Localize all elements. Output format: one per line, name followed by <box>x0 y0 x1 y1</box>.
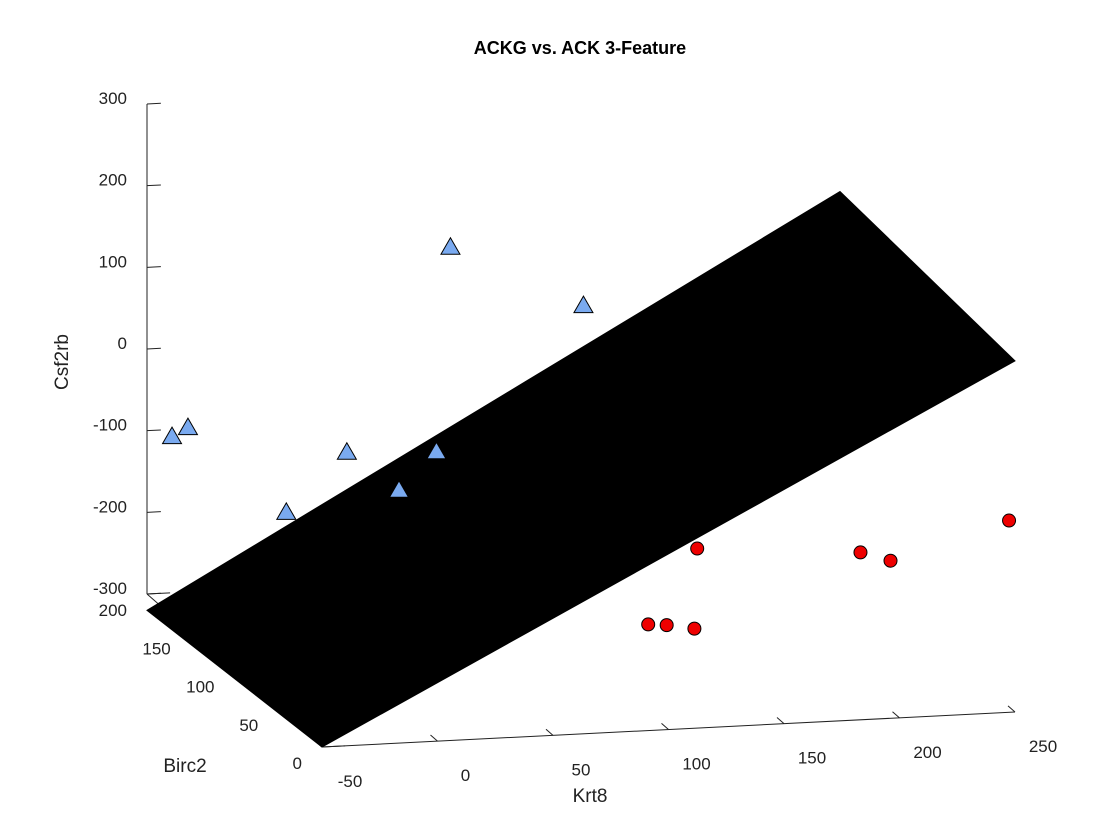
x-tick-label: 150 <box>798 749 826 768</box>
triangle-marker <box>177 417 199 436</box>
x-tick-mark <box>661 723 669 730</box>
circle-marker <box>659 618 674 633</box>
x-tick-mark <box>1007 705 1016 713</box>
x-tick-label: 50 <box>572 760 591 779</box>
circle-marker <box>641 617 656 632</box>
z-axis-label: Csf2rb <box>52 334 73 390</box>
z-tick-mark <box>146 266 161 268</box>
y-tick-label: 150 <box>142 639 170 658</box>
separating-plane <box>146 190 1016 748</box>
triangle-marker <box>388 479 410 498</box>
triangle-marker <box>426 441 447 460</box>
z-tick-label: 300 <box>99 89 127 108</box>
z-tick-label: 100 <box>99 252 127 271</box>
x-tick-label: 0 <box>461 766 470 785</box>
y-tick-label: 100 <box>186 678 214 697</box>
data-marks <box>161 236 1017 636</box>
circle-marker <box>690 541 705 556</box>
z-tick-label: -300 <box>93 579 127 598</box>
x-tick-label: 250 <box>1029 737 1057 756</box>
triangle-marker <box>440 236 461 255</box>
triangle-marker <box>336 441 358 460</box>
axes: -50 0 50 100 150 200 250 0 50 100 150 200 -300 -200 -1… <box>93 89 1057 791</box>
z-tick-mark <box>146 592 161 595</box>
circle-marker <box>687 621 702 636</box>
x-tick-mark <box>776 717 785 725</box>
z-tick-mark <box>146 184 161 187</box>
z-tick-label: 0 <box>118 334 127 353</box>
chart-title: ACKG vs. ACK 3-Feature <box>474 38 686 58</box>
x-tick-mark <box>892 711 900 719</box>
y-tick-label: 200 <box>99 601 127 620</box>
circle-marker <box>883 553 898 568</box>
circle-marker <box>853 545 868 560</box>
triangle-marker <box>573 295 594 314</box>
triangle-marker <box>161 426 183 445</box>
y-tick-label: 50 <box>239 716 258 735</box>
z-tick-mark <box>146 511 161 513</box>
z-tick-mark <box>146 347 161 350</box>
z-tick-mark <box>146 429 161 432</box>
x-tick-mark <box>545 728 554 736</box>
y-axis-label: Birc2 <box>163 756 206 777</box>
triangle-marker <box>275 501 297 520</box>
z-tick-label: -100 <box>93 416 127 435</box>
z-tick-mark <box>146 102 161 105</box>
z-tick-label: -200 <box>93 497 127 516</box>
x-tick-mark <box>430 734 438 742</box>
y-tick-mark <box>321 745 346 748</box>
y-tick-label: 0 <box>293 754 302 773</box>
x-tick-label: -50 <box>338 772 363 791</box>
decision-plane <box>146 190 1016 748</box>
z-tick-label: 200 <box>99 171 127 190</box>
x-tick-label: 200 <box>913 743 941 762</box>
x-tick-label: 100 <box>682 755 710 774</box>
circle-marker <box>1002 513 1017 528</box>
x-axis-label: Krt8 <box>573 786 608 807</box>
